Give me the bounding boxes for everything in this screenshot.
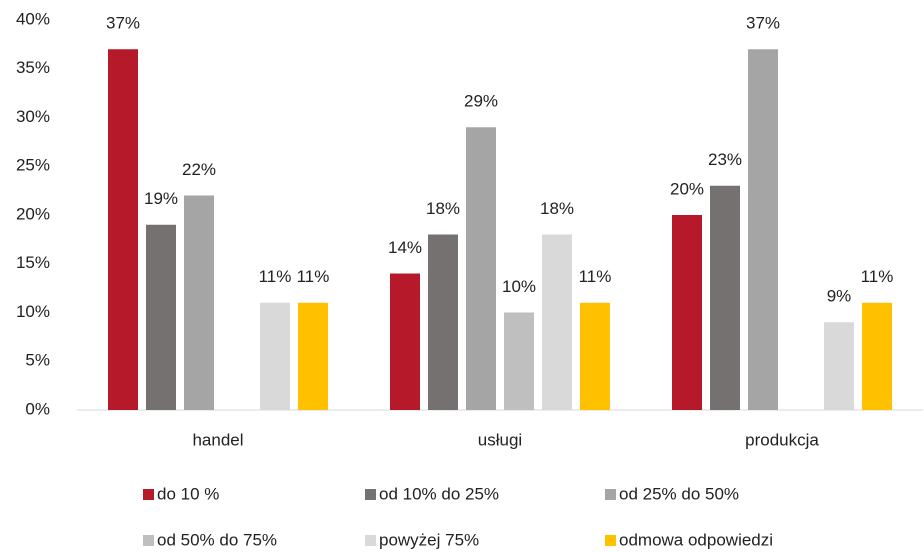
- bar: [862, 302, 892, 410]
- bar: [466, 127, 496, 410]
- y-tick-label: 5%: [25, 351, 50, 370]
- value-label: 11%: [259, 267, 292, 286]
- value-label: 18%: [540, 199, 574, 218]
- y-tick-label: 40%: [16, 9, 50, 28]
- legend-label: powyżej 75%: [379, 530, 479, 549]
- y-tick-label: 25%: [16, 156, 50, 175]
- legend-label: do 10 %: [157, 484, 219, 503]
- bar: [184, 195, 214, 410]
- y-tick-label: 35%: [16, 58, 50, 77]
- value-label: 37%: [106, 14, 140, 33]
- y-tick-label: 30%: [16, 107, 50, 126]
- value-label: 11%: [579, 267, 612, 286]
- bar: [580, 302, 610, 410]
- bar: [504, 312, 534, 410]
- value-label: 9%: [827, 287, 852, 306]
- value-label: 22%: [182, 160, 216, 179]
- bar: [748, 49, 778, 410]
- value-label: 10%: [502, 277, 536, 296]
- legend-label: odmowa odpowiedzi: [619, 530, 773, 549]
- value-label: 29%: [464, 92, 498, 111]
- bar: [710, 185, 740, 410]
- bar: [298, 302, 328, 410]
- legend-swatch: [365, 489, 376, 500]
- x-tick-label: produkcja: [745, 430, 819, 449]
- bar: [390, 273, 420, 410]
- x-tick-label: handel: [192, 430, 243, 449]
- bar: [542, 234, 572, 410]
- legend-swatch: [365, 535, 376, 546]
- x-tick-label: usługi: [478, 430, 522, 449]
- value-label: 18%: [426, 199, 460, 218]
- legend-swatch: [605, 489, 616, 500]
- value-label: 20%: [670, 179, 704, 198]
- bar: [824, 322, 854, 410]
- legend-swatch: [143, 489, 154, 500]
- value-label: 23%: [708, 150, 742, 169]
- legend-label: od 10% do 25%: [379, 484, 499, 503]
- legend-label: od 50% do 75%: [157, 530, 277, 549]
- bar: [108, 49, 138, 410]
- value-label: 11%: [297, 267, 330, 286]
- legend-swatch: [143, 535, 154, 546]
- bar: [260, 302, 290, 410]
- bar: [428, 234, 458, 410]
- legend-swatch: [605, 535, 616, 546]
- y-tick-label: 10%: [16, 302, 50, 321]
- value-label: 19%: [144, 189, 178, 208]
- legend-label: od 25% do 50%: [619, 484, 739, 503]
- value-label: 14%: [388, 238, 422, 257]
- y-tick-label: 15%: [16, 253, 50, 272]
- value-label: 11%: [861, 267, 894, 286]
- bar: [146, 224, 176, 410]
- value-label: 37%: [746, 14, 780, 33]
- y-tick-label: 0%: [25, 399, 50, 418]
- bar: [672, 215, 702, 410]
- y-tick-label: 20%: [16, 204, 50, 223]
